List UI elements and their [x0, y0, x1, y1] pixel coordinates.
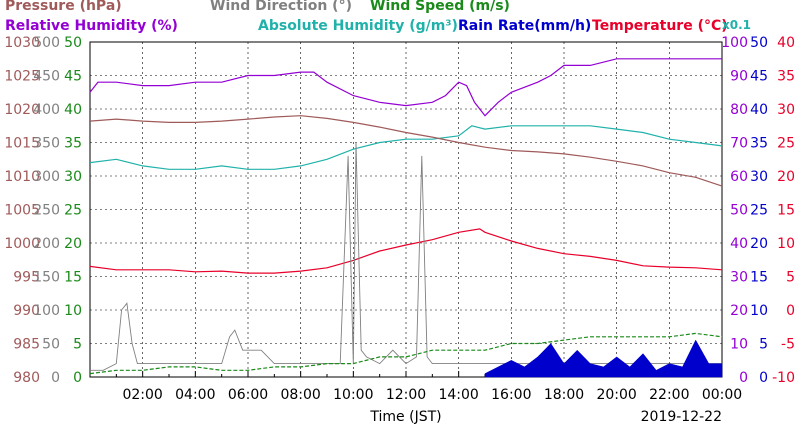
y-tick-label-wind_speed: 45: [64, 69, 82, 85]
legend-wind-speed: Wind Speed (m/s): [370, 0, 510, 14]
y-tick-label-temperature: -5: [781, 337, 795, 353]
y-tick-label-rain_rate: 50: [750, 35, 768, 51]
y-tick-label-wind_direction: 150: [33, 270, 60, 286]
y-tick-label-rain_rate: 0: [759, 370, 768, 386]
legend-wind-direction: Wind Direction (°): [210, 0, 352, 14]
y-tick-label-temperature: 35: [777, 69, 795, 85]
series-absolute-humidity-g-m-x0-1: [89, 125, 723, 170]
y-tick-label-wind_speed: 35: [64, 136, 82, 152]
legend-pressure: Pressure (hPa): [5, 0, 122, 14]
legend-relative-humidity: Relative Humidity (%): [5, 18, 178, 34]
y-tick-label-rain_rate: 25: [750, 203, 768, 219]
series-wind-speed-m-s: [89, 332, 723, 375]
x-tick-label: 06:00: [228, 387, 268, 403]
y-tick-label-humidity: 40: [730, 236, 748, 252]
y-tick-label-rain_rate: 30: [750, 169, 768, 185]
series-wind-direction: [90, 142, 722, 371]
y-tick-label-temperature: 10: [777, 236, 795, 252]
y-tick-label-pressure: 1000: [4, 236, 40, 252]
y-tick-label-rain_rate: 5: [759, 337, 768, 353]
y-tick-label-wind_direction: 350: [33, 136, 60, 152]
y-tick-label-temperature: 0: [786, 303, 795, 319]
x-tick-label: 22:00: [649, 387, 689, 403]
y-tick-label-temperature: 30: [777, 102, 795, 118]
y-tick-label-pressure: 1015: [4, 136, 40, 152]
y-tick-label-rain_rate: 40: [750, 102, 768, 118]
y-tick-label-rain_rate: 45: [750, 69, 768, 85]
y-tick-label-wind_direction: 400: [33, 102, 60, 118]
chart-date: 2019-12-22: [641, 409, 722, 425]
y-tick-label-humidity: 30: [730, 270, 748, 286]
y-tick-label-pressure: 1030: [4, 35, 40, 51]
x-tick-label: 04:00: [175, 387, 215, 403]
y-tick-label-wind_speed: 30: [64, 169, 82, 185]
y-tick-label-pressure: 1010: [4, 169, 40, 185]
y-tick-label-wind_speed: 25: [64, 203, 82, 219]
y-tick-label-humidity: 100: [721, 35, 748, 51]
y-tick-label-wind_speed: 5: [73, 337, 82, 353]
y-tick-label-rain_rate: 15: [750, 270, 768, 286]
y-tick-label-humidity: 90: [730, 69, 748, 85]
y-tick-label-wind_direction: 300: [33, 169, 60, 185]
y-tick-label-wind_direction: 450: [33, 69, 60, 85]
x-tick-label: 12:00: [386, 387, 426, 403]
y-tick-label-pressure: 980: [13, 370, 40, 386]
y-tick-label-temperature: -10: [772, 370, 795, 386]
series-relative-humidity: [89, 58, 722, 117]
y-tick-label-rain_rate: 20: [750, 236, 768, 252]
x-tick-label: 18:00: [544, 387, 584, 403]
x-tick-label: 10:00: [333, 387, 373, 403]
y-tick-label-wind_speed: 20: [64, 236, 82, 252]
series-temperature-c: [89, 228, 723, 274]
x-tick-label: 02:00: [122, 387, 162, 403]
y-tick-label-pressure: 1025: [4, 69, 40, 85]
y-tick-label-wind_direction: 200: [33, 236, 60, 252]
y-tick-label-humidity: 70: [730, 136, 748, 152]
x-tick-label: 00:00: [702, 387, 742, 403]
y-tick-label-temperature: 40: [777, 35, 795, 51]
series-pressure-hpa: [89, 115, 723, 187]
y-tick-label-wind_direction: 500: [33, 35, 60, 51]
y-tick-label-rain_rate: 35: [750, 136, 768, 152]
y-tick-label-temperature: 25: [777, 136, 795, 152]
y-tick-label-temperature: 15: [777, 203, 795, 219]
y-tick-label-wind_direction: 100: [33, 303, 60, 319]
y-tick-label-temperature: 5: [786, 270, 795, 286]
y-tick-label-pressure: 995: [13, 270, 40, 286]
legend-temperature: Temperature (°C): [592, 18, 728, 34]
x-tick-label: 08:00: [280, 387, 320, 403]
y-tick-label-humidity: 50: [730, 203, 748, 219]
legend-absolute-humidity: Absolute Humidity (g/m³): [258, 18, 458, 34]
y-tick-label-pressure: 985: [13, 337, 40, 353]
y-tick-label-pressure: 990: [13, 303, 40, 319]
x-axis-label: Time (JST): [369, 409, 441, 425]
x-tick-label: 20:00: [596, 387, 636, 403]
y-tick-label-wind_speed: 40: [64, 102, 82, 118]
y-tick-label-wind_speed: 10: [64, 303, 82, 319]
y-tick-label-humidity: 0: [739, 370, 748, 386]
y-tick-label-pressure: 1005: [4, 203, 40, 219]
y-tick-label-humidity: 80: [730, 102, 748, 118]
y-tick-label-humidity: 10: [730, 337, 748, 353]
y-tick-label-wind_speed: 0: [73, 370, 82, 386]
x-tick-label: 16:00: [491, 387, 531, 403]
y-tick-label-wind_direction: 250: [33, 203, 60, 219]
y-tick-label-humidity: 60: [730, 169, 748, 185]
series-rain-rate-area: [484, 339, 723, 378]
x-tick-label: 14:00: [438, 387, 478, 403]
y-tick-label-wind_speed: 15: [64, 270, 82, 286]
legend-rain-rate: Rain Rate(mm/h): [458, 18, 592, 34]
y-tick-label-rain_rate: 10: [750, 303, 768, 319]
y-tick-label-wind_direction: 0: [51, 370, 60, 386]
y-tick-label-wind_speed: 50: [64, 35, 82, 51]
y-tick-label-humidity: 20: [730, 303, 748, 319]
y-tick-label-wind_direction: 50: [42, 337, 60, 353]
y-tick-label-temperature: 20: [777, 169, 795, 185]
y-tick-label-pressure: 1020: [4, 102, 40, 118]
legend-scale-note: x0.1: [722, 18, 751, 32]
